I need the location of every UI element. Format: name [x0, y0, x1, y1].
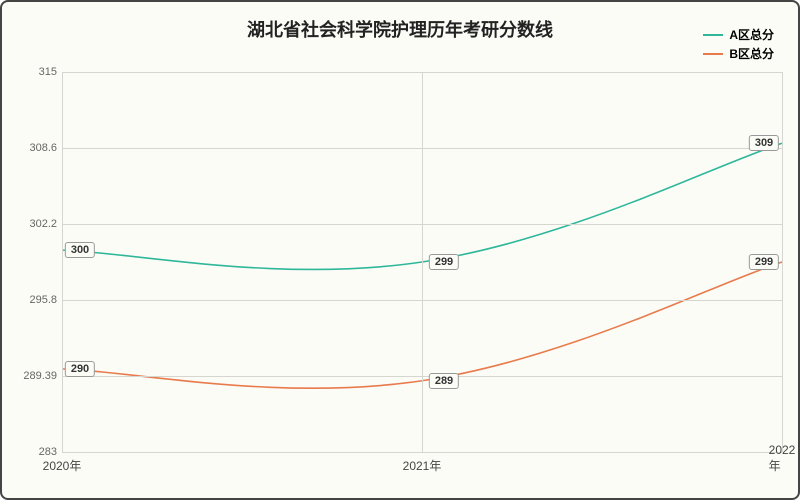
legend-label-b: B区总分	[729, 45, 774, 62]
y-axis-label: 295.8	[12, 294, 57, 306]
gridline-h	[62, 452, 782, 453]
y-axis-label: 302.2	[12, 218, 57, 230]
x-axis-label: 2020年	[43, 457, 82, 474]
legend-item-b: B区总分	[703, 45, 774, 62]
data-label: 300	[65, 242, 95, 258]
chart-title: 湖北省社会科学院护理历年考研分数线	[247, 16, 553, 42]
data-label: 309	[749, 135, 779, 151]
gridline-v	[62, 72, 63, 452]
y-axis-label: 289.39	[12, 370, 57, 382]
data-label: 299	[749, 254, 779, 270]
y-axis-label: 315	[12, 66, 57, 78]
data-label: 289	[429, 373, 459, 389]
legend-item-a: A区总分	[703, 26, 774, 43]
legend: A区总分 B区总分	[703, 26, 774, 64]
legend-line-a	[703, 34, 723, 36]
gridline-v	[782, 72, 783, 452]
data-label: 290	[65, 361, 95, 377]
gridline-v	[422, 72, 423, 452]
legend-line-b	[703, 53, 723, 55]
x-axis-label: 2022年	[769, 443, 796, 474]
x-axis-label: 2021年	[403, 457, 442, 474]
chart-container: 湖北省社会科学院护理历年考研分数线 A区总分 B区总分 283289.39295…	[0, 0, 800, 500]
legend-label-a: A区总分	[729, 26, 774, 43]
y-axis-label: 308.6	[12, 142, 57, 154]
data-label: 299	[429, 254, 459, 270]
plot-area: 283289.39295.8302.2308.63152020年2021年202…	[62, 72, 782, 452]
